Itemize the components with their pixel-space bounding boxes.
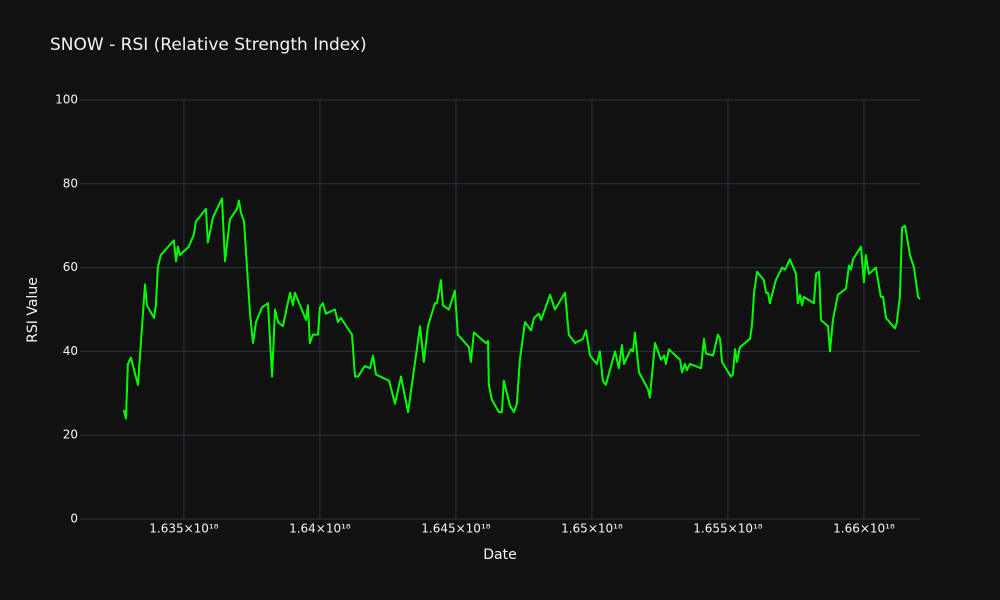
y-tick-label: 20 (63, 428, 78, 442)
y-tick-label: 60 (63, 260, 78, 274)
y-tick-label: 80 (63, 176, 78, 190)
rsi-line (122, 197, 921, 420)
x-tick-label: 1.655×10¹⁸ (693, 522, 762, 536)
x-tick-label: 1.64×10¹⁸ (289, 522, 351, 536)
x-tick-label: 1.645×10¹⁸ (421, 522, 490, 536)
chart-title: SNOW - RSI (Relative Strength Index) (50, 35, 367, 55)
y-axis-label: RSI Value (25, 277, 41, 343)
y-tick-label: 0 (70, 512, 78, 526)
x-axis-label: Date (483, 547, 516, 563)
x-tick-label: 1.635×10¹⁸ (149, 522, 218, 536)
x-tick-label: 1.65×10¹⁸ (561, 522, 623, 536)
y-tick-label: 100 (55, 93, 78, 107)
x-tick-label: 1.66×10¹⁸ (833, 522, 895, 536)
y-tick-label: 40 (63, 344, 78, 358)
